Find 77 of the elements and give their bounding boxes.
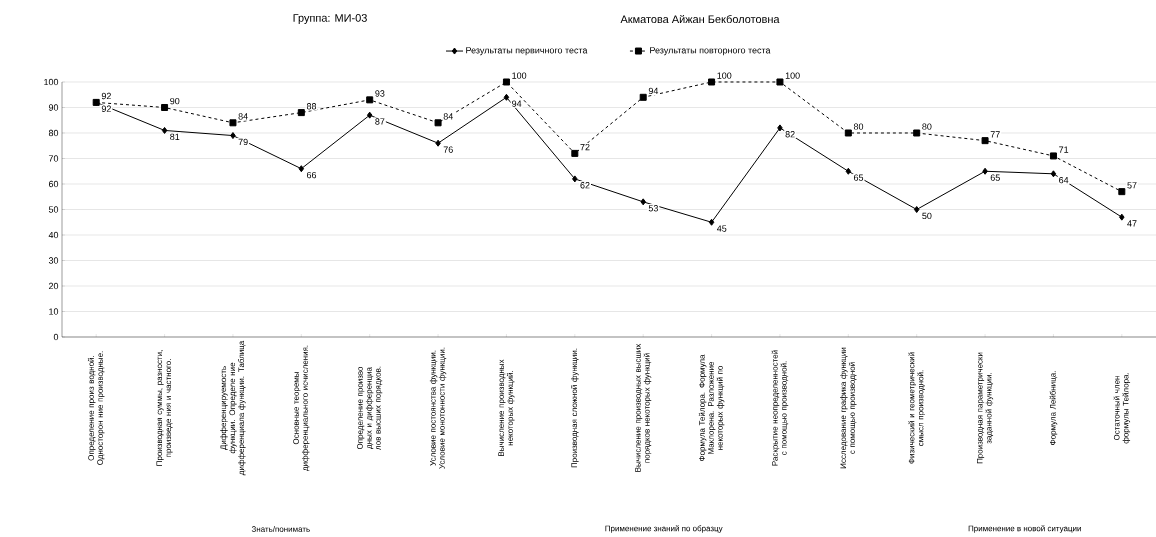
- data-label: 64: [1059, 176, 1069, 184]
- point: [1119, 213, 1125, 221]
- point: [1050, 170, 1057, 178]
- data-label: 53: [648, 205, 658, 212]
- data-label: 80: [853, 123, 864, 130]
- data-label: 65: [990, 174, 1000, 181]
- point: [844, 129, 852, 137]
- data-label: 72: [580, 143, 590, 151]
- data-label: 80: [922, 123, 932, 130]
- data-label: 87: [375, 118, 385, 125]
- data-label: 92: [101, 105, 111, 112]
- data-label: 88: [306, 103, 317, 110]
- point: [777, 124, 783, 132]
- data-label: 66: [306, 171, 317, 179]
- y-tick-label: 0: [53, 333, 59, 341]
- point: [776, 78, 784, 86]
- chart-subtitle: Акматова Айжан Бекболотовна: [620, 14, 780, 24]
- data-label: 81: [170, 133, 180, 140]
- data-label: 100: [717, 72, 732, 79]
- data-label: 62: [580, 182, 590, 189]
- point: [366, 111, 373, 119]
- point: [161, 104, 169, 111]
- data-label: 84: [443, 113, 453, 120]
- point: [502, 78, 510, 86]
- data-label: 94: [512, 100, 522, 107]
- y-tick-label: 40: [48, 231, 59, 239]
- data-label: 76: [443, 146, 453, 153]
- data-label: 82: [785, 131, 795, 138]
- data-label: 65: [853, 174, 864, 181]
- point: [1049, 152, 1057, 160]
- y-tick-label: 50: [48, 206, 59, 213]
- y-tick-label: 30: [48, 257, 59, 264]
- data-label: 93: [375, 90, 385, 97]
- y-tick-label: 70: [48, 155, 59, 162]
- data-label: 94: [648, 87, 659, 95]
- point: [981, 137, 989, 145]
- point: [571, 149, 579, 157]
- point: [1118, 188, 1126, 196]
- point: [639, 93, 647, 101]
- data-label: 71: [1059, 146, 1069, 153]
- legend-label: Результаты первичного теста: [466, 47, 588, 56]
- data-label: 45: [716, 225, 727, 232]
- data-label: 100: [785, 72, 800, 79]
- point: [640, 198, 646, 206]
- data-label: 47: [1127, 220, 1137, 227]
- point: [982, 167, 988, 175]
- point: [503, 93, 510, 101]
- y-tick-label: 100: [44, 78, 59, 86]
- data-label: 77: [990, 131, 1000, 138]
- data-label: 50: [922, 212, 932, 220]
- point: [229, 119, 237, 127]
- data-label: 79: [238, 138, 248, 146]
- y-tick-label: 90: [48, 104, 59, 111]
- point: [708, 218, 715, 226]
- point: [708, 78, 716, 86]
- data-label: 100: [512, 72, 527, 79]
- point: [845, 167, 852, 175]
- data-label: 92: [101, 92, 111, 100]
- y-tick-label: 60: [48, 180, 59, 188]
- chart-title: Группа: МИ-03: [293, 14, 367, 24]
- point: [297, 109, 305, 117]
- point: [230, 132, 236, 140]
- legend-label: Результаты повторного теста: [650, 47, 771, 56]
- y-tick-label: 80: [48, 129, 59, 137]
- point: [298, 165, 305, 173]
- point: [435, 139, 441, 147]
- y-tick-label: 20: [48, 282, 59, 290]
- data-label: 57: [1127, 182, 1137, 189]
- data-label: 90: [170, 97, 180, 105]
- point: [434, 119, 442, 127]
- y-tick-label: 10: [49, 308, 59, 315]
- point: [366, 96, 374, 104]
- point: [913, 206, 920, 213]
- point: [913, 129, 921, 137]
- point: [161, 126, 168, 134]
- point: [572, 175, 578, 183]
- data-label: 84: [238, 113, 248, 120]
